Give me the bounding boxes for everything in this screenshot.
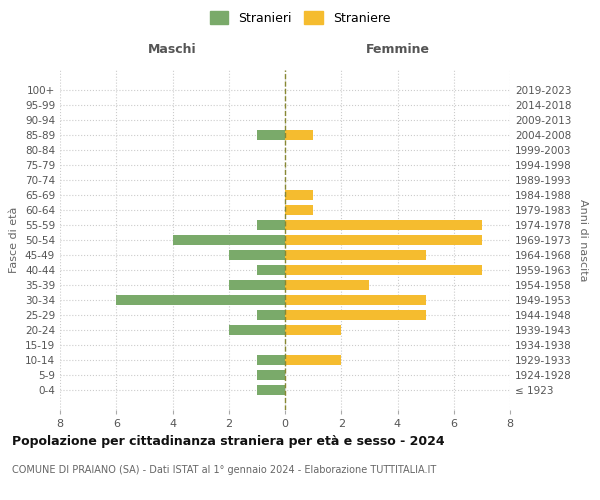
Bar (285, 280, 370, 290)
Text: Maschi: Maschi (148, 44, 197, 57)
Bar (285, 130, 313, 140)
Bar (229, 280, 285, 290)
Y-axis label: Fasce di età: Fasce di età (10, 207, 19, 273)
Bar (285, 250, 425, 260)
Bar (285, 310, 425, 320)
Text: Femmine: Femmine (365, 44, 430, 57)
Text: COMUNE DI PRAIANO (SA) - Dati ISTAT al 1° gennaio 2024 - Elaborazione TUTTITALIA: COMUNE DI PRAIANO (SA) - Dati ISTAT al 1… (12, 465, 436, 475)
Legend: Stranieri, Straniere: Stranieri, Straniere (205, 6, 395, 30)
Text: Popolazione per cittadinanza straniera per età e sesso - 2024: Popolazione per cittadinanza straniera p… (12, 435, 445, 448)
Bar (257, 220, 285, 230)
Bar (285, 205, 313, 215)
Bar (257, 310, 285, 320)
Bar (257, 130, 285, 140)
Bar (285, 265, 482, 275)
Bar (285, 235, 482, 245)
Y-axis label: Anni di nascita: Anni di nascita (578, 198, 588, 281)
Bar (116, 295, 285, 304)
Bar (285, 325, 341, 334)
Bar (285, 295, 425, 304)
Bar (229, 250, 285, 260)
Bar (229, 325, 285, 334)
Bar (257, 385, 285, 394)
Bar (173, 235, 285, 245)
Bar (257, 370, 285, 380)
Bar (257, 265, 285, 275)
Bar (285, 220, 482, 230)
Bar (285, 190, 313, 200)
Bar (257, 355, 285, 364)
Bar (285, 355, 341, 364)
